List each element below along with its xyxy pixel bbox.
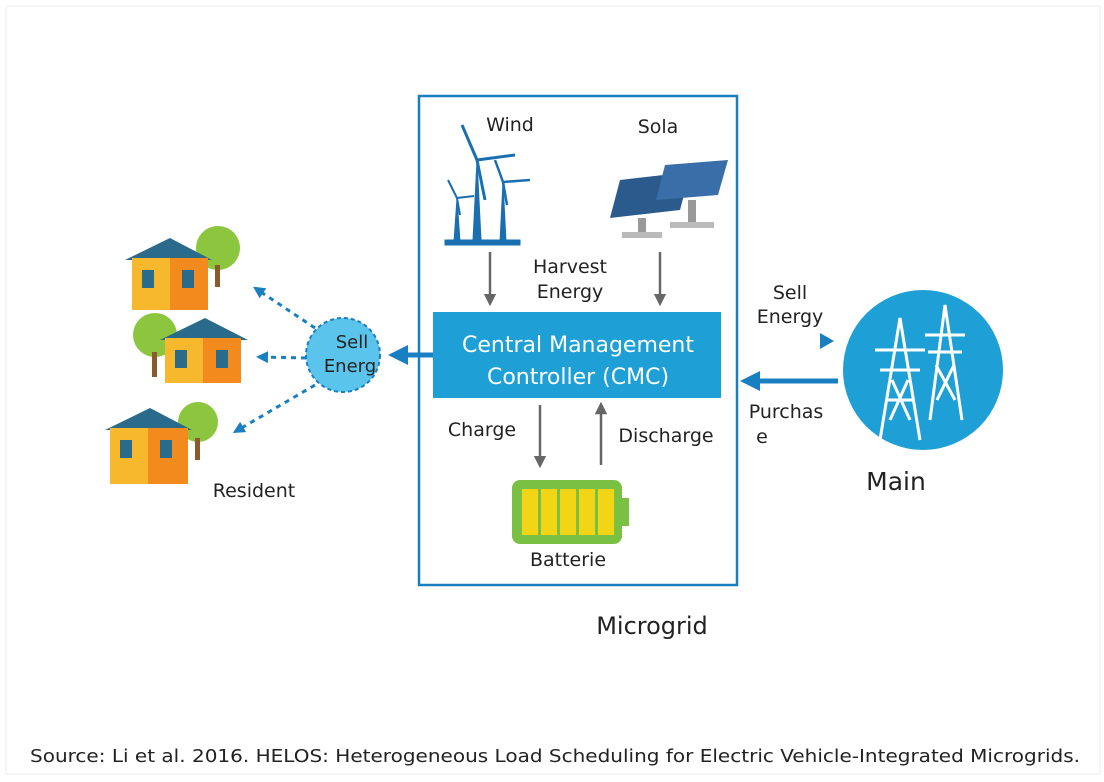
solar-icon	[610, 160, 728, 238]
discharge-label: Discharge	[618, 425, 713, 447]
source-label: Source: Li et al. 2016. HELOS: Heterogen…	[30, 747, 1080, 767]
residents-label: Resident	[213, 480, 295, 502]
sell-node	[305, 317, 381, 393]
arrow	[820, 333, 834, 349]
microgrid-box	[417, 94, 739, 587]
microgrid-label: Microgrid	[596, 612, 708, 640]
harvest-label: Energy	[537, 281, 604, 303]
purchase-label: Purchas	[749, 401, 824, 423]
dotted-arrows	[232, 286, 316, 434]
cmc-label: Controller (CMC)	[487, 365, 669, 390]
harvest-label: Harvest	[533, 256, 607, 278]
main-label: Main	[866, 467, 926, 496]
sell-main-label: Energy	[757, 306, 824, 328]
wind-label: Wind	[486, 114, 534, 136]
solar-label: Sola	[638, 116, 679, 138]
houses-icon	[105, 226, 248, 484]
sell-main-label: Sell	[773, 282, 807, 304]
sell-label: Energ	[324, 356, 376, 377]
purchase-label: e	[756, 426, 768, 448]
wind-icon	[444, 124, 531, 246]
battery-icon	[512, 480, 629, 544]
battery-label: Batterie	[530, 549, 606, 571]
tower-icon	[875, 304, 965, 441]
cmc-box	[433, 312, 721, 398]
charge-label: Charge	[448, 419, 516, 441]
cmc-label: Central Management	[462, 333, 694, 358]
sell-label: Sell	[336, 332, 369, 353]
main-node	[843, 290, 1003, 450]
